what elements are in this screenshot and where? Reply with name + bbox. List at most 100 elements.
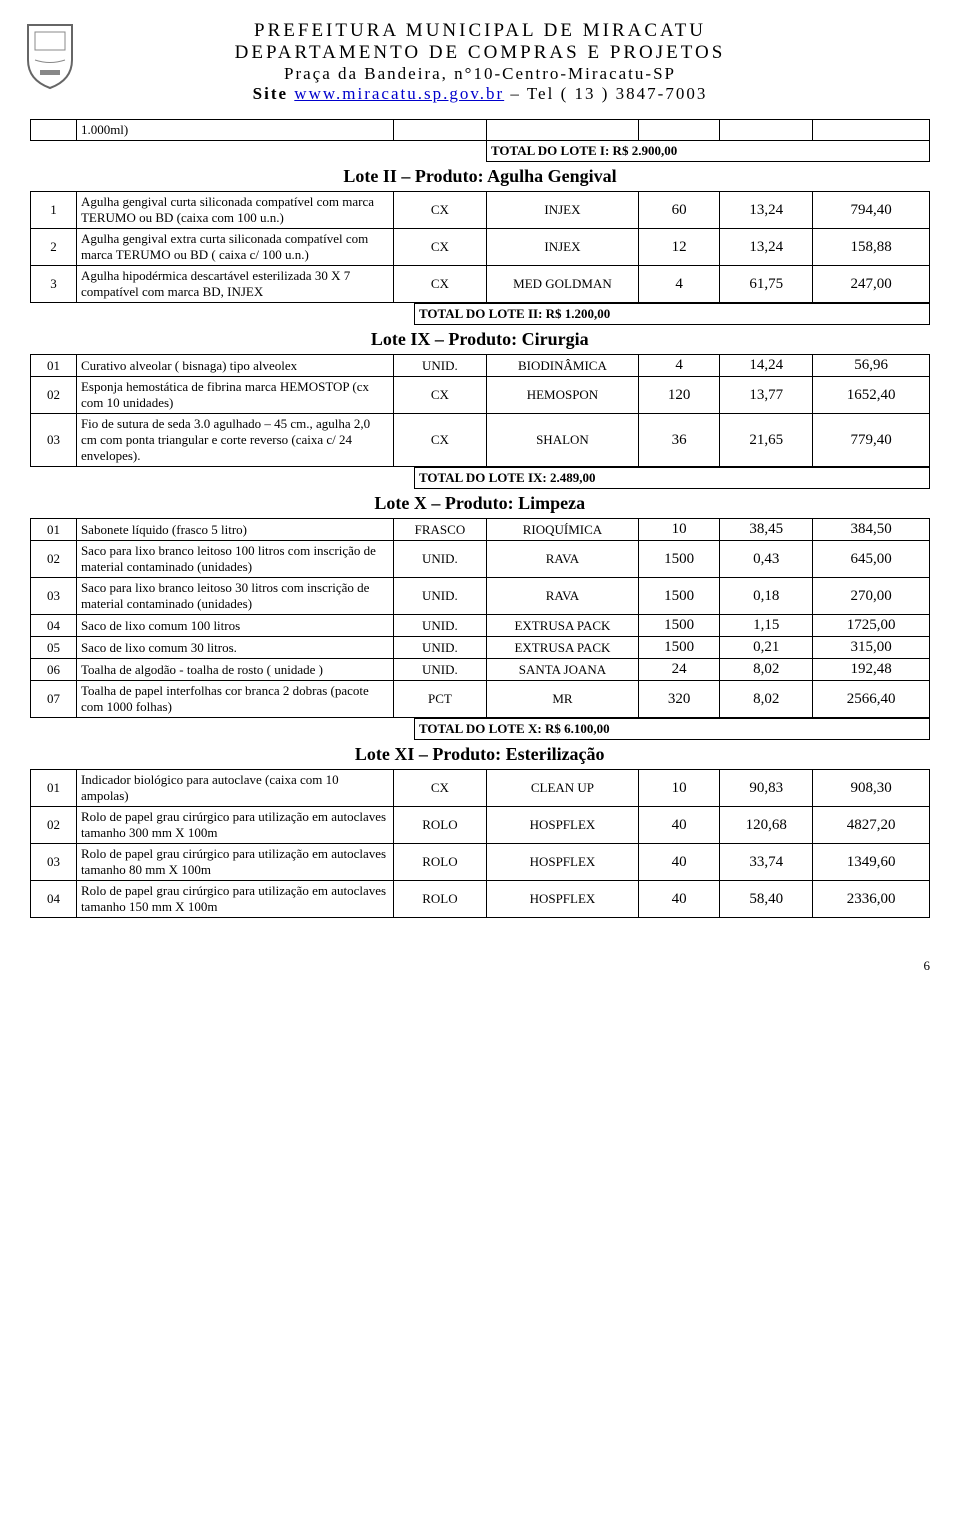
row-qty: 4 <box>638 266 719 303</box>
row-unit: CX <box>393 266 486 303</box>
row-unit: CX <box>393 192 486 229</box>
row-total: 779,40 <box>813 414 930 467</box>
table-row: 06Toalha de algodão - toalha de rosto ( … <box>31 659 930 681</box>
row-num: 2 <box>31 229 77 266</box>
row-qty: 10 <box>638 770 719 807</box>
row-num: 1 <box>31 192 77 229</box>
row-unit: PCT <box>393 681 486 718</box>
row-total: 794,40 <box>813 192 930 229</box>
row-total: 645,00 <box>813 541 930 578</box>
lote10-total: TOTAL DO LOTE X: R$ 6.100,00 <box>415 719 930 740</box>
row-unit: ROLO <box>393 881 486 918</box>
row-brand: INJEX <box>486 192 638 229</box>
row-brand: INJEX <box>486 229 638 266</box>
row-price: 90,83 <box>720 770 813 807</box>
row-brand: EXTRUSA PACK <box>486 615 638 637</box>
header-line2: DEPARTAMENTO DE COMPRAS E PROJETOS <box>30 42 930 64</box>
site-label: Site <box>253 84 295 103</box>
lote11-table: 01Indicador biológico para autoclave (ca… <box>30 769 930 918</box>
row-unit: UNID. <box>393 659 486 681</box>
row-unit: FRASCO <box>393 519 486 541</box>
site-link[interactable]: www.miracatu.sp.gov.br <box>294 84 504 103</box>
row-brand: HOSPFLEX <box>486 807 638 844</box>
row-brand: SANTA JOANA <box>486 659 638 681</box>
table-row: 1Agulha gengival curta siliconada compat… <box>31 192 930 229</box>
row-total: 192,48 <box>813 659 930 681</box>
row-brand: HEMOSPON <box>486 377 638 414</box>
row-brand: HOSPFLEX <box>486 844 638 881</box>
row-unit: UNID. <box>393 541 486 578</box>
row-qty: 36 <box>638 414 719 467</box>
row-total: 1349,60 <box>813 844 930 881</box>
row-num: 03 <box>31 414 77 467</box>
row-price: 1,15 <box>720 615 813 637</box>
row-desc: Curativo alveolar ( bisnaga) tipo alveol… <box>76 355 393 377</box>
lote1-total: TOTAL DO LOTE I: R$ 2.900,00 <box>486 141 929 162</box>
row-num: 02 <box>31 807 77 844</box>
lote9-table: 01Curativo alveolar ( bisnaga) tipo alve… <box>30 354 930 467</box>
row-desc: Agulha gengival extra curta siliconada c… <box>76 229 393 266</box>
row-price: 61,75 <box>720 266 813 303</box>
row-brand: CLEAN UP <box>486 770 638 807</box>
row-brand: RIOQUÍMICA <box>486 519 638 541</box>
row-price: 0,21 <box>720 637 813 659</box>
lote9-title: Lote IX – Produto: Cirurgia <box>30 325 930 355</box>
row-qty: 120 <box>638 377 719 414</box>
row-num: 02 <box>31 377 77 414</box>
row-brand: SHALON <box>486 414 638 467</box>
row-total: 2566,40 <box>813 681 930 718</box>
row-price: 58,40 <box>720 881 813 918</box>
table-row: 01Indicador biológico para autoclave (ca… <box>31 770 930 807</box>
row-total: 2336,00 <box>813 881 930 918</box>
row-unit: CX <box>393 414 486 467</box>
row-price: 13,24 <box>720 229 813 266</box>
row-total: 158,88 <box>813 229 930 266</box>
row-price: 14,24 <box>720 355 813 377</box>
top-desc: 1.000ml) <box>76 120 393 141</box>
crest-icon <box>20 20 80 90</box>
row-total: 247,00 <box>813 266 930 303</box>
row-price: 8,02 <box>720 659 813 681</box>
table-row: 03Saco para lixo branco leitoso 30 litro… <box>31 578 930 615</box>
table-row: 3Agulha hipodérmica descartável esterili… <box>31 266 930 303</box>
row-price: 13,77 <box>720 377 813 414</box>
row-desc: Rolo de papel grau cirúrgico para utiliz… <box>76 807 393 844</box>
row-num: 04 <box>31 615 77 637</box>
row-unit: UNID. <box>393 355 486 377</box>
tel-text: – Tel ( 13 ) 3847-7003 <box>504 84 707 103</box>
row-total: 384,50 <box>813 519 930 541</box>
row-desc: Saco para lixo branco leitoso 100 litros… <box>76 541 393 578</box>
row-desc: Indicador biológico para autoclave (caix… <box>76 770 393 807</box>
lote9-total: TOTAL DO LOTE IX: 2.489,00 <box>415 468 930 489</box>
table-row: 02Esponja hemostática de fibrina marca H… <box>31 377 930 414</box>
row-price: 21,65 <box>720 414 813 467</box>
table-row: 05Saco de lixo comum 30 litros.UNID.EXTR… <box>31 637 930 659</box>
row-brand: EXTRUSA PACK <box>486 637 638 659</box>
row-num: 01 <box>31 770 77 807</box>
row-brand: HOSPFLEX <box>486 881 638 918</box>
row-unit: UNID. <box>393 578 486 615</box>
table-row: 01Curativo alveolar ( bisnaga) tipo alve… <box>31 355 930 377</box>
row-desc: Fio de sutura de seda 3.0 agulhado – 45 … <box>76 414 393 467</box>
row-total: 270,00 <box>813 578 930 615</box>
row-price: 33,74 <box>720 844 813 881</box>
row-num: 02 <box>31 541 77 578</box>
row-num: 01 <box>31 519 77 541</box>
row-price: 120,68 <box>720 807 813 844</box>
row-qty: 4 <box>638 355 719 377</box>
row-price: 0,18 <box>720 578 813 615</box>
lote2-total: TOTAL DO LOTE II: R$ 1.200,00 <box>415 304 930 325</box>
row-desc: Sabonete líquido (frasco 5 litro) <box>76 519 393 541</box>
row-desc: Rolo de papel grau cirúrgico para utiliz… <box>76 881 393 918</box>
row-num: 3 <box>31 266 77 303</box>
row-desc: Saco de lixo comum 30 litros. <box>76 637 393 659</box>
row-qty: 40 <box>638 844 719 881</box>
row-price: 8,02 <box>720 681 813 718</box>
row-unit: UNID. <box>393 637 486 659</box>
row-qty: 10 <box>638 519 719 541</box>
row-brand: BIODINÂMICA <box>486 355 638 377</box>
table-row: 2Agulha gengival extra curta siliconada … <box>31 229 930 266</box>
row-total: 4827,20 <box>813 807 930 844</box>
row-total: 56,96 <box>813 355 930 377</box>
row-desc: Toalha de algodão - toalha de rosto ( un… <box>76 659 393 681</box>
